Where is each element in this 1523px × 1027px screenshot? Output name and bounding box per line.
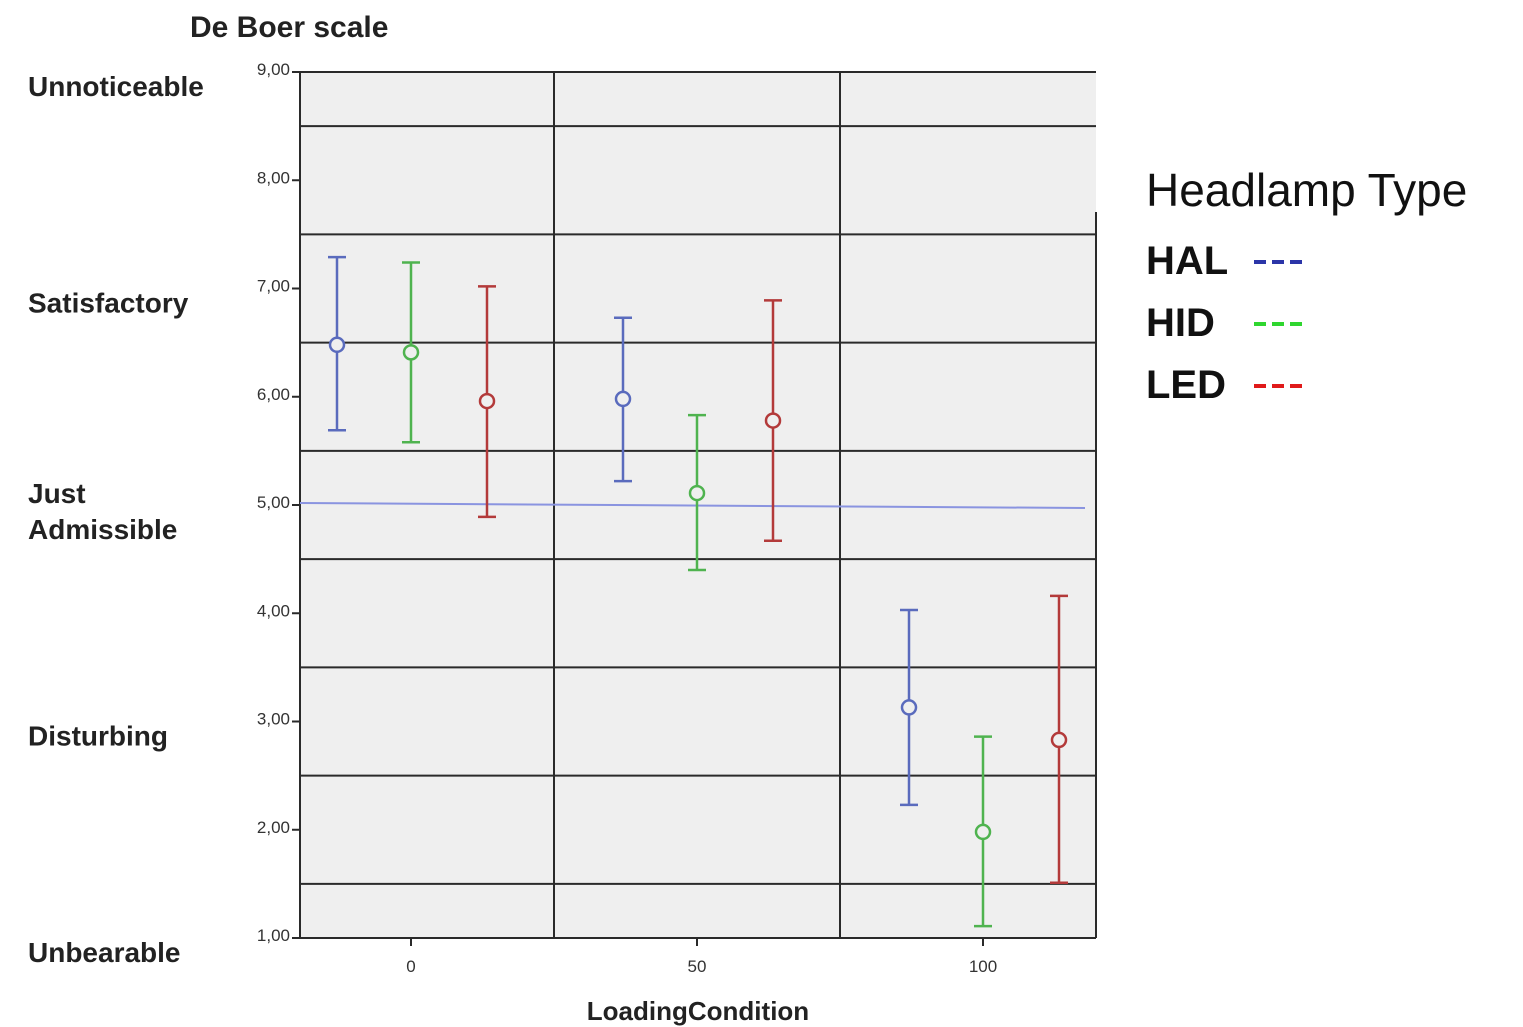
scale-label: Just Admissible	[28, 478, 177, 545]
mean-marker	[614, 390, 632, 408]
legend-title: Headlamp Type	[1146, 164, 1467, 216]
legend-entry-label: HAL	[1146, 239, 1228, 283]
y-tick-label: 6,00	[257, 385, 290, 404]
mean-marker	[328, 336, 346, 354]
scale-label: Unbearable	[28, 937, 181, 968]
y-tick-label: 9,00	[257, 60, 290, 79]
series-hal	[328, 255, 918, 807]
y-tick-label: 1,00	[257, 926, 290, 945]
scale-label: Disturbing	[28, 721, 168, 752]
grid-layer	[300, 72, 1096, 938]
y-tick-label: 7,00	[257, 277, 290, 296]
y-tick-label: 4,00	[257, 601, 290, 620]
chart-title: De Boer scale	[190, 11, 388, 44]
x-tick-label: 50	[688, 957, 707, 976]
x-tick-label: 0	[406, 957, 415, 976]
legend-entry-label: LED	[1146, 363, 1226, 407]
x-axis-label: LoadingCondition	[587, 996, 809, 1026]
mean-marker	[1050, 731, 1068, 749]
scale-label: Unnoticeable	[28, 71, 204, 102]
y-tick-label: 5,00	[257, 493, 290, 512]
mean-marker	[478, 392, 496, 410]
y-tick-label: 8,00	[257, 168, 290, 187]
axes-layer: 1,00 2,00 3,00 4,00 5,00 6,00 7,00 8,00 9,00 0 50 1…	[257, 60, 1097, 976]
reference-line	[299, 502, 1086, 509]
legend-entry-label: HID	[1146, 301, 1215, 345]
series-layer	[328, 255, 1068, 928]
mean-marker	[974, 823, 992, 841]
y-tick-label: 2,00	[257, 818, 290, 837]
labels-layer: Unnoticeable Satisfactory Just Admissible Di…	[28, 71, 204, 968]
reference-line-layer	[299, 502, 1086, 509]
mean-marker	[900, 699, 918, 716]
y-tick-label: 3,00	[257, 710, 290, 729]
scale-label: Satisfactory	[28, 288, 189, 319]
series-hid	[402, 261, 992, 928]
x-tick-label: 100	[969, 957, 997, 976]
mean-marker	[402, 344, 420, 361]
series-led	[478, 285, 1068, 885]
mean-marker	[688, 484, 706, 502]
mean-marker	[764, 412, 782, 429]
legend: Headlamp Type HAL HID LED	[1146, 164, 1467, 407]
